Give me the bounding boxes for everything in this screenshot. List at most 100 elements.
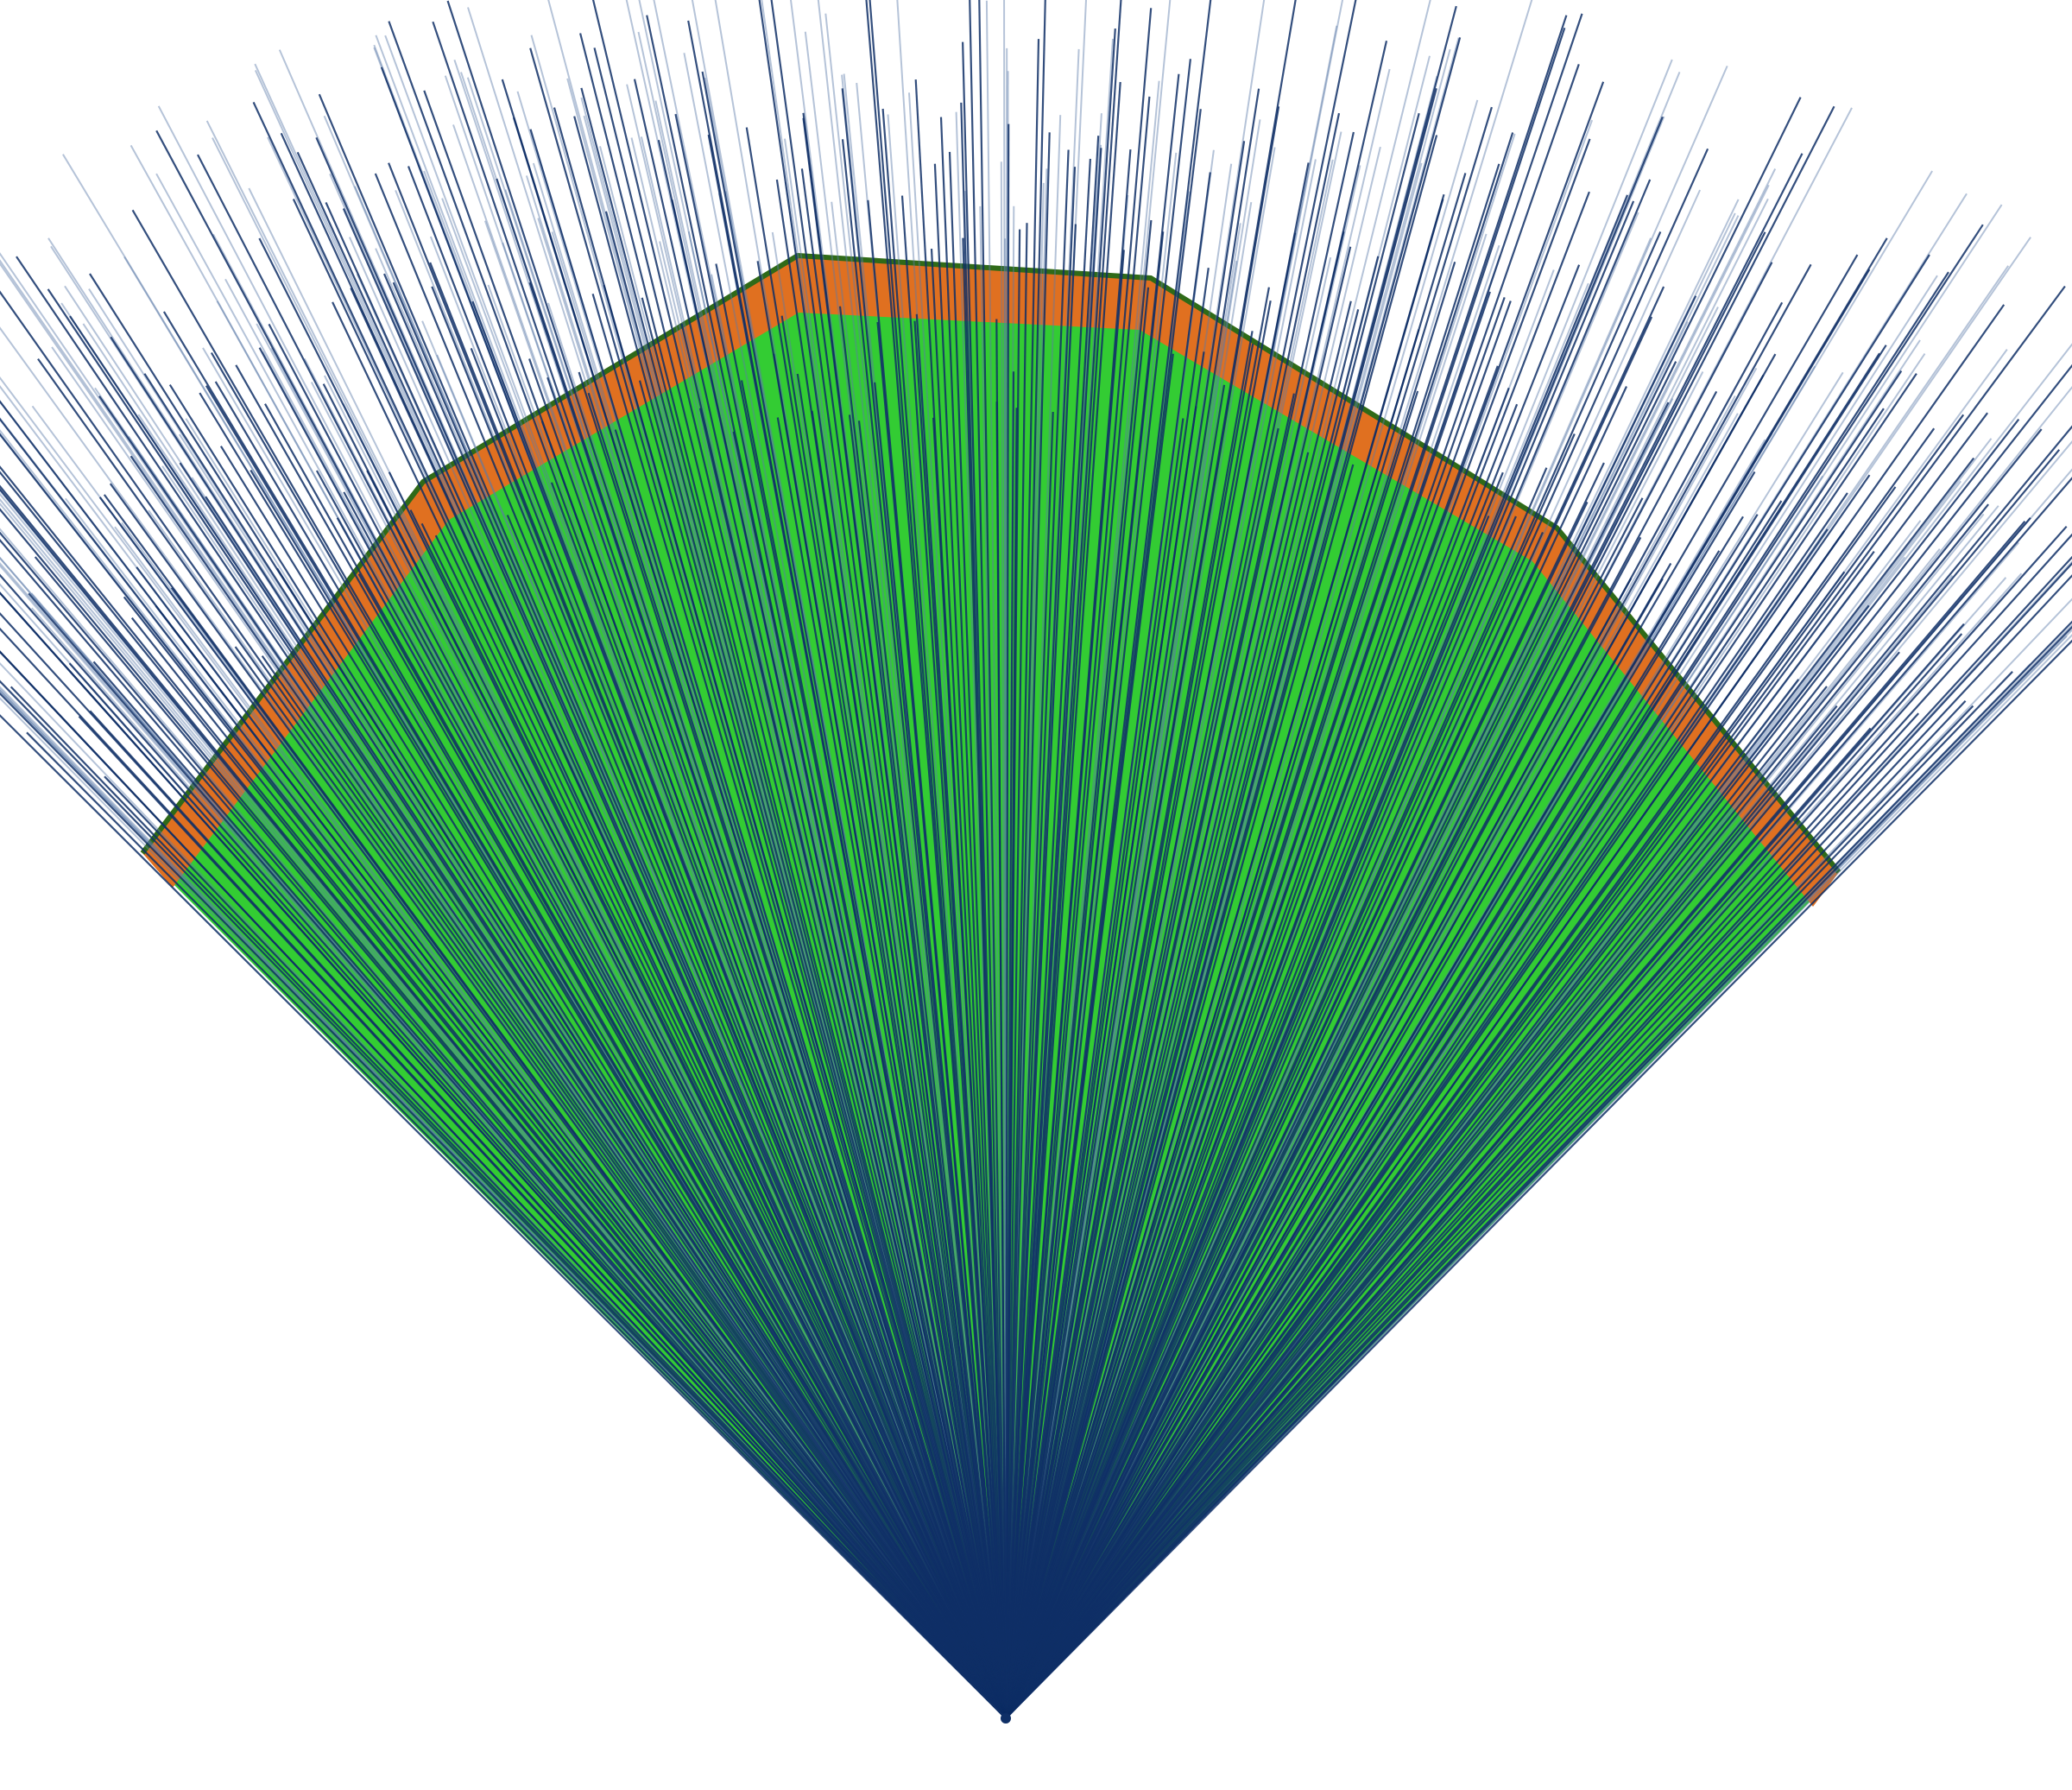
ray-line bbox=[214, 381, 1007, 1719]
ray-line bbox=[1005, 301, 1784, 1719]
ray-line bbox=[1005, 686, 1828, 1719]
ray-line bbox=[382, 273, 1008, 1719]
ray-line bbox=[1005, 574, 2072, 1719]
ray-line bbox=[0, 290, 1007, 1719]
ray-line bbox=[1004, 331, 1254, 1719]
ray-line bbox=[1005, 700, 1967, 1719]
ray-line bbox=[1005, 254, 1930, 1719]
ray-line bbox=[0, 417, 1007, 1719]
ray-line bbox=[1004, 15, 1568, 1719]
ray-line bbox=[1005, 233, 1488, 1719]
ray-line bbox=[550, 482, 1008, 1719]
ray-line bbox=[933, 163, 1008, 1719]
ray-line bbox=[1005, 550, 1721, 1719]
ray-line bbox=[1005, 263, 1812, 1719]
ray-line bbox=[16, 256, 1007, 1719]
ray-line bbox=[512, 117, 1008, 1719]
ray-line bbox=[1004, 13, 1583, 1719]
ray-line bbox=[1004, 261, 1456, 1719]
ray-line bbox=[1005, 578, 1664, 1719]
ray-line bbox=[1005, 370, 1903, 1719]
ray-line bbox=[908, 92, 1007, 1719]
ray-line bbox=[258, 347, 1007, 1719]
ray-line bbox=[1004, 231, 1345, 1719]
ray-line bbox=[1005, 254, 1859, 1719]
ray-line bbox=[374, 173, 1008, 1719]
ray-line bbox=[528, 358, 1008, 1719]
ray-line bbox=[1004, 219, 1153, 1719]
ray-line bbox=[995, 402, 1008, 1719]
ray-line bbox=[1004, 141, 1246, 1719]
ray-line bbox=[292, 199, 1007, 1719]
ray-line bbox=[1004, 88, 1260, 1719]
ray-line bbox=[1005, 651, 1900, 1719]
ray-line bbox=[796, 373, 1008, 1719]
ray-line bbox=[776, 417, 1008, 1719]
ray-line bbox=[1004, 515, 1517, 1719]
ray-line bbox=[1004, 256, 1380, 1719]
dark-rays bbox=[0, 0, 2072, 1719]
ray-line bbox=[110, 336, 1007, 1719]
ray-line bbox=[1004, 464, 1355, 1719]
ray-line bbox=[529, 47, 1008, 1719]
ray-line bbox=[197, 154, 1007, 1719]
ray-line bbox=[1005, 705, 1838, 1719]
ray-line bbox=[745, 127, 1008, 1719]
ray-line bbox=[1005, 500, 1783, 1719]
ray-line bbox=[98, 497, 1007, 1719]
ray-line bbox=[434, 534, 1007, 1719]
ray-line bbox=[123, 596, 1007, 1719]
ray-line bbox=[1004, 223, 1028, 1719]
ray-line bbox=[1004, 467, 1548, 1719]
ray-line bbox=[1000, 161, 1007, 1719]
ray-line bbox=[350, 288, 1008, 1719]
ray-line bbox=[470, 348, 1008, 1719]
ray-line bbox=[674, 113, 1008, 1719]
ray-line bbox=[715, 263, 1008, 1719]
ray-line bbox=[603, 284, 1008, 1719]
ray-line bbox=[1005, 390, 1718, 1719]
ray-line bbox=[136, 566, 1007, 1719]
ray-line bbox=[1004, 123, 1010, 1719]
ray-line bbox=[1004, 232, 1297, 1719]
ray-line bbox=[1004, 387, 1510, 1719]
ray-line bbox=[1005, 99, 1479, 1719]
ray-line bbox=[914, 79, 1008, 1719]
ray-line bbox=[1005, 514, 1759, 1719]
ray-line bbox=[1005, 530, 1846, 1719]
ray-line bbox=[1004, 28, 1116, 1719]
ray-line bbox=[205, 120, 1007, 1719]
ray-line bbox=[1005, 477, 2072, 1719]
ray-line bbox=[1005, 97, 1802, 1719]
ray-line bbox=[1004, 351, 1205, 1719]
ray-line bbox=[446, 0, 1008, 1719]
ray-line bbox=[1005, 525, 2068, 1719]
ray-line bbox=[26, 731, 1007, 1719]
ray-line bbox=[1004, 300, 1352, 1719]
ray-line bbox=[47, 288, 1007, 1719]
ray-line bbox=[1005, 271, 1949, 1719]
ray-line bbox=[591, 0, 1008, 1719]
ray-line bbox=[1004, 250, 1125, 1719]
ray-line bbox=[380, 66, 1008, 1719]
ray-line bbox=[841, 139, 1008, 1719]
ray-line bbox=[671, 199, 1008, 1719]
ray-line bbox=[1005, 353, 1777, 1719]
ray-line bbox=[1005, 427, 1936, 1719]
ray-line bbox=[1004, 452, 1310, 1719]
ray-line bbox=[1004, 246, 1352, 1719]
ray-line bbox=[770, 0, 1008, 1719]
ray-line bbox=[130, 455, 1007, 1719]
ray-line bbox=[1005, 364, 2072, 1719]
ray-line bbox=[1004, 59, 1191, 1719]
ray-line bbox=[1004, 132, 1051, 1719]
ray-line bbox=[773, 353, 1008, 1719]
ray-line bbox=[1004, 531, 1545, 1719]
ray-line bbox=[1005, 386, 1627, 1719]
ray-line bbox=[1005, 623, 1965, 1719]
ray-line bbox=[1005, 555, 2072, 1719]
ray-line bbox=[0, 497, 1007, 1719]
ray-line bbox=[1005, 520, 2026, 1719]
ray-line bbox=[1004, 112, 1341, 1719]
ray-line bbox=[1004, 167, 1077, 1719]
